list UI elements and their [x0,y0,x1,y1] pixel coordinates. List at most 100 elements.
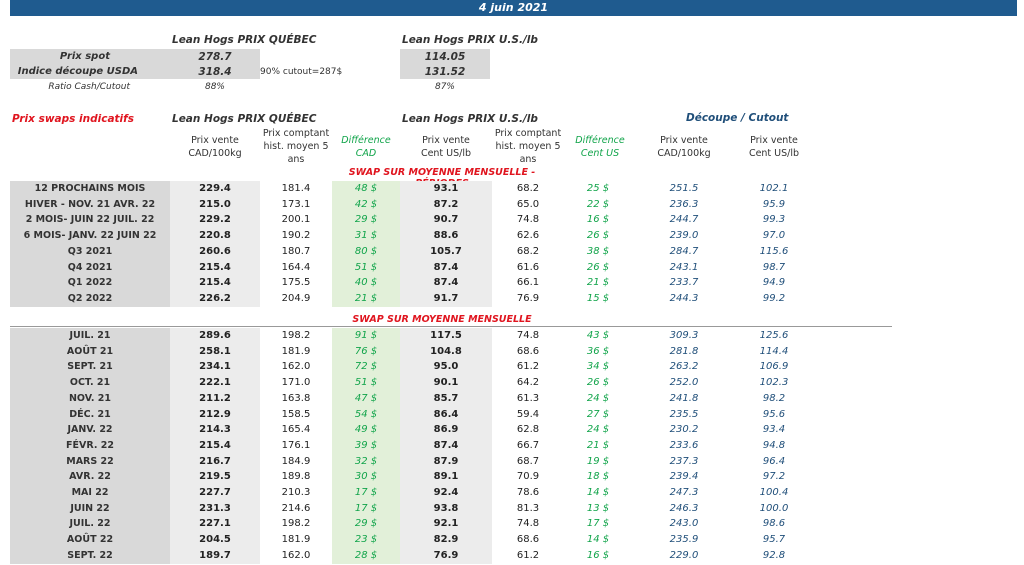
cell-cutout-us: 102.1 [759,183,789,194]
cell-cutout-us: 95.7 [762,534,786,546]
cell-diff-us: 15 $ [586,292,610,304]
cell-cutout-us: 100.4 [759,487,789,498]
us-ratio-value: 87% [434,82,455,92]
month-row: JANV. 22 214.3 165.4 49 $86.9 62.8 24 $ 230.2 9… [0,422,1024,439]
cell-hist-cad: 175.5 [281,277,311,289]
cell-hist-us: 62.6 [516,230,540,242]
month-row: AOÛT 22 204.5 181.9 23 $82.9 68.6 14 $ 235.9 95… [0,532,1024,549]
cell-prix-vente-us: 95.0 [400,359,492,376]
cell-cutout-us: 95.9 [762,198,786,210]
month-row: AOÛT 21 258.1 181.9 76 $104.8 68.6 36 $ 281.8 1… [0,343,1024,360]
cell-cutout-us: 106.9 [759,361,789,373]
cell-diff-cad: 30 $ [332,469,400,486]
cell-diff-cad: 42 $ [332,196,400,213]
cell-prix-vente-cad: 229.2 [170,212,260,229]
cell-cutout-us: 93.4 [762,424,786,436]
period-row: 2 MOIS- JUIN 22 JUIL. 22 229.2 200.1 29 $90… [0,212,1024,229]
cell-diff-us: 16 $ [586,214,610,226]
cell-hist-us: 61.2 [516,549,540,561]
cell-prix-vente-cad: 212.9 [170,406,260,423]
cell-label: JUIL. 21 [10,328,170,344]
cell-prix-vente-cad: 214.3 [170,422,260,439]
cell-diff-us: 21 $ [586,439,610,451]
cell-prix-vente-cad: 226.2 [170,290,260,307]
cell-diff-us: 25 $ [586,183,610,194]
cell-hist-cad: 198.2 [281,330,311,341]
cell-cutout-cad: 233.6 [669,439,699,451]
cell-cutout-cad: 252.0 [669,377,699,389]
cell-hist-us: 78.6 [516,487,540,498]
cell-cutout-cad: 244.3 [669,292,699,304]
cell-diff-cad: 31 $ [332,228,400,245]
cell-diff-us: 18 $ [586,471,610,483]
cell-diff-us: 26 $ [586,230,610,242]
cell-label: Q1 2022 [10,275,170,292]
cell-diff-us: 38 $ [586,245,610,257]
cell-cutout-us: 99.2 [762,292,786,304]
cell-diff-us: 14 $ [586,534,610,546]
cell-cutout-us: 94.8 [762,439,786,451]
cell-cutout-cad: 230.2 [669,424,699,436]
cell-diff-us: 21 $ [586,277,610,289]
cell-prix-vente-us: 87.9 [400,453,492,470]
cell-prix-vente-us: 104.8 [400,343,492,360]
cell-hist-cad: 214.6 [281,502,311,514]
cell-label: DÉC. 21 [10,406,170,423]
cell-prix-vente-cad: 289.6 [170,328,260,344]
cell-prix-vente-cad: 204.5 [170,532,260,549]
cell-diff-cad: 39 $ [332,437,400,454]
cell-hist-cad: 164.4 [281,261,311,273]
cell-diff-cad: 72 $ [332,359,400,376]
cell-cutout-cad: 244.7 [669,214,699,226]
cell-diff-cad: 54 $ [332,406,400,423]
cutout-note: 90% cutout=287$ [260,67,343,77]
cell-prix-vente-cad: 227.7 [170,485,260,501]
quebec-header: Lean Hogs PRIX QUÉBEC [172,34,317,46]
cell-hist-cad: 181.4 [281,183,311,194]
cell-label: JANV. 22 [10,422,170,439]
cell-prix-vente-us: 87.4 [400,437,492,454]
cell-diff-us: 16 $ [586,549,610,561]
cell-hist-cad: 173.1 [281,198,311,210]
section-divider [10,326,892,327]
cell-cutout-us: 94.9 [762,277,786,289]
cell-prix-vente-us: 92.1 [400,516,492,533]
cell-cutout-cad: 246.3 [669,502,699,514]
cell-cutout-cad: 235.5 [669,408,699,420]
date-banner: 4 juin 2021 [10,0,1017,16]
cell-prix-vente-us: 90.7 [400,212,492,229]
cell-diff-us: 34 $ [586,361,610,373]
cell-label: MAI 22 [10,485,170,501]
cell-cutout-us: 97.0 [762,230,786,242]
cell-cutout-cad: 236.3 [669,198,699,210]
cell-cutout-us: 125.6 [759,330,789,341]
cell-hist-cad: 190.2 [281,230,311,242]
cell-cutout-cad: 237.3 [669,455,699,467]
cell-diff-cad: 17 $ [332,485,400,501]
swaps-quebec-header: Lean Hogs PRIX QUÉBEC [172,113,317,125]
cell-prix-vente-cad: 215.4 [170,275,260,292]
month-row: NOV. 21 211.2 163.8 47 $85.7 61.3 24 $ 241.8 98… [0,390,1024,407]
cell-label: 2 MOIS- JUIN 22 JUIL. 22 [10,212,170,229]
cell-label: AVR. 22 [10,469,170,486]
cell-cutout-us: 92.8 [762,549,786,561]
cell-label: 6 MOIS- JANV. 22 JUIN 22 [10,228,170,245]
cell-hist-us: 81.3 [516,502,540,514]
col-diff-cad: Différence CAD [341,135,391,159]
cell-hist-cad: 181.9 [281,345,311,357]
cell-diff-cad: 29 $ [332,516,400,533]
cell-diff-us: 24 $ [586,392,610,404]
cell-diff-cad: 48 $ [332,181,400,197]
cell-cutout-us: 102.3 [759,377,789,389]
cell-label: AOÛT 21 [10,343,170,360]
cell-hist-us: 66.1 [516,277,540,289]
cell-prix-vente-us: 117.5 [400,328,492,344]
cell-diff-cad: 49 $ [332,422,400,439]
col-diff-us: Différence Cent US [575,135,625,159]
col-cutout-cad: Prix vente CAD/100kg [657,135,711,159]
month-row: JUIN 22 231.3 214.6 17 $93.8 81.3 13 $ 246.3 10… [0,500,1024,517]
cutout-title: Découpe / Cutout [686,112,789,124]
cell-hist-us: 61.6 [516,261,540,273]
cell-prix-vente-cad: 260.6 [170,243,260,260]
cell-cutout-cad: 241.8 [669,392,699,404]
